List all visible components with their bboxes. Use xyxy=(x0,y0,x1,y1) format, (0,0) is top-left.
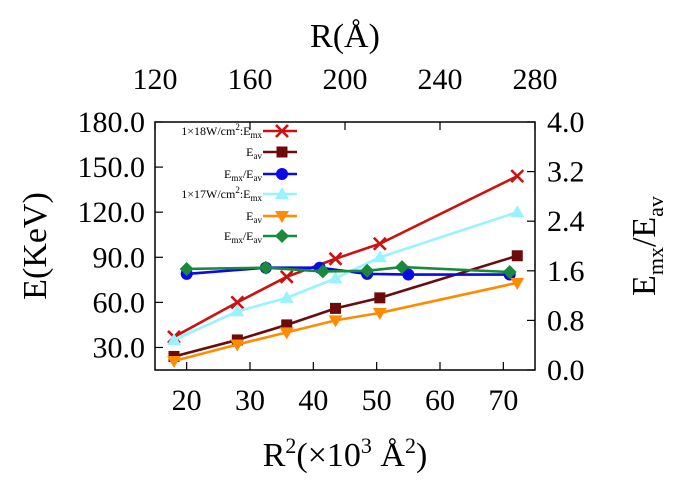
y2-tick-label: 0.8 xyxy=(547,304,585,337)
legend-marker-s1 xyxy=(275,124,289,138)
data-point-s4 xyxy=(167,332,181,345)
data-point-s5 xyxy=(230,339,245,352)
series-s4 xyxy=(167,205,525,345)
series-line-s5 xyxy=(173,281,518,363)
data-point-s5 xyxy=(328,315,343,328)
data-point-s1 xyxy=(372,236,387,251)
data-point-s6 xyxy=(258,260,273,275)
legend-label-s6: Emx/Eav xyxy=(224,229,263,245)
y-tick-label: 120.0 xyxy=(78,196,146,229)
x2-tick-label: 160 xyxy=(228,63,273,96)
legend-label-s5: Eav xyxy=(246,209,262,225)
legend-marker-s6 xyxy=(275,229,289,243)
y2-tick-label: 0.0 xyxy=(547,354,585,387)
series-line-s4 xyxy=(173,210,518,342)
legend-label-s4: 1×17W/cm2:Emx xyxy=(181,185,262,203)
data-point-s2 xyxy=(511,250,523,262)
data-point-s2 xyxy=(330,302,341,314)
x2-axis-title: R(Å) xyxy=(310,18,380,55)
data-point-s2 xyxy=(374,292,386,304)
series-s2 xyxy=(168,250,523,362)
y-axis-title: E(KeV) xyxy=(17,192,54,300)
y2-tick-label: 2.4 xyxy=(547,205,585,238)
y-tick-label: 30.0 xyxy=(93,331,146,364)
legend-label-s2: Eav xyxy=(246,145,262,161)
data-point-s6 xyxy=(315,264,330,279)
legend-marker-s2 xyxy=(276,146,288,158)
x-axis-title: R2(×103 Å2) xyxy=(263,433,428,474)
x-tick-label: 30 xyxy=(235,384,265,417)
data-point-s6 xyxy=(395,260,409,275)
data-point-s6 xyxy=(502,265,517,280)
data-point-s1 xyxy=(510,169,525,184)
legend-marker-s3 xyxy=(276,168,288,180)
x2-tick-label: 280 xyxy=(513,63,558,96)
series-s5 xyxy=(167,277,525,368)
y2-tick-label: 4.0 xyxy=(547,106,585,139)
data-point-s5 xyxy=(510,277,525,290)
y2-tick-label: 1.6 xyxy=(547,255,585,288)
legend-label-s3: Emx/Eav xyxy=(224,167,263,183)
data-point-s2 xyxy=(281,319,293,331)
series-s6 xyxy=(179,260,517,280)
data-point-s5 xyxy=(279,327,294,340)
legend-label-s1: 1×18W/cm2:Emx xyxy=(181,122,262,140)
y-tick-label: 60.0 xyxy=(93,286,146,319)
data-point-s3 xyxy=(402,268,415,281)
data-point-s5 xyxy=(372,307,387,320)
x2-tick-label: 200 xyxy=(323,63,368,96)
x-tick-label: 20 xyxy=(172,384,202,417)
data-point-s4 xyxy=(372,250,387,263)
data-point-s5 xyxy=(167,355,181,368)
series-line-s6 xyxy=(186,265,510,274)
x-tick-label: 60 xyxy=(425,384,455,417)
legend-marker-s5 xyxy=(275,211,289,223)
y2-tick-label: 3.2 xyxy=(547,156,585,189)
data-point-s4 xyxy=(279,290,294,303)
y-tick-label: 150.0 xyxy=(78,151,146,184)
x2-tick-label: 120 xyxy=(133,63,178,96)
data-point-s4 xyxy=(230,304,245,317)
data-point-s4 xyxy=(510,205,525,218)
x-tick-label: 70 xyxy=(488,384,518,417)
legend-marker-s4 xyxy=(275,187,289,199)
data-point-s1 xyxy=(279,269,294,284)
series-line-s2 xyxy=(173,254,518,358)
y2-axis-title: Emx/Eav xyxy=(626,196,668,296)
x2-tick-label: 240 xyxy=(418,63,463,96)
data-point-s1 xyxy=(230,295,245,310)
y-tick-label: 90.0 xyxy=(93,241,146,274)
data-point-s4 xyxy=(328,271,343,284)
data-point-s6 xyxy=(360,263,375,278)
plot-frame xyxy=(154,121,536,371)
data-point-s1 xyxy=(328,251,343,266)
x-tick-label: 50 xyxy=(362,384,392,417)
y-tick-label: 180.0 xyxy=(78,106,146,139)
x-tick-label: 40 xyxy=(298,384,328,417)
data-point-s6 xyxy=(179,261,194,276)
